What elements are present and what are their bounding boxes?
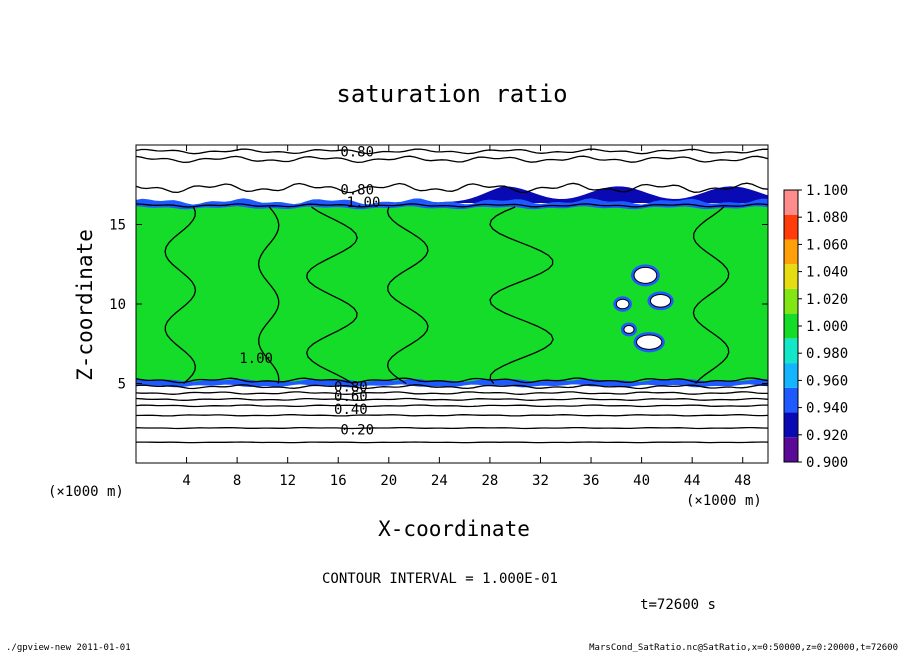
colorbar-label-1: 1.080 xyxy=(806,210,848,226)
patch-2 xyxy=(636,334,663,350)
contour-label-0: 0.80 xyxy=(340,144,374,160)
undersaturated-layer-top xyxy=(439,186,768,203)
colorbar-swatch-4 xyxy=(784,338,798,364)
footer-left: ./gpview-new 2011-01-01 xyxy=(6,643,131,653)
contour-line-9 xyxy=(136,414,768,417)
contour-labels: 0.800.801.001.000.800.600.400.20 xyxy=(239,144,380,438)
x-tick-label-24: 24 xyxy=(431,473,448,489)
colorbar-label-2: 1.060 xyxy=(806,237,848,253)
contour-lines xyxy=(136,148,768,444)
contour-label-2: 1.00 xyxy=(347,195,381,211)
x-tick-label-32: 32 xyxy=(532,473,549,489)
x-tick-label-16: 16 xyxy=(330,473,347,489)
colorbar-label-8: 0.940 xyxy=(806,401,848,417)
contour-label-5: 0.60 xyxy=(334,389,368,405)
contour-line-vertical-5 xyxy=(692,206,730,384)
colorbar-label-0: 1.100 xyxy=(806,183,848,199)
x-tick-label-20: 20 xyxy=(380,473,397,489)
x-tick-label-36: 36 xyxy=(583,473,600,489)
contour-line-vertical-1 xyxy=(257,206,280,384)
colorbar-label-9: 0.920 xyxy=(806,428,848,444)
contour-label-4: 0.80 xyxy=(334,380,368,396)
contour-line-10 xyxy=(136,426,768,430)
cloud-patches xyxy=(613,264,674,353)
x-tick-label-28: 28 xyxy=(481,473,498,489)
y-tick-label-15: 15 xyxy=(109,218,126,234)
patch-3 xyxy=(615,298,630,310)
contour-line-2 xyxy=(136,182,768,194)
contour-line-3 xyxy=(136,203,768,208)
contour-line-8 xyxy=(136,404,768,408)
y-axis-label: Z-coordinate xyxy=(73,229,97,381)
contour-line-4 xyxy=(136,377,768,384)
x-unit-label: (×1000 m) xyxy=(686,493,762,509)
contour-line-0 xyxy=(136,148,768,155)
colorbar-label-10: 0.900 xyxy=(806,455,848,471)
colorbar-swatch-9 xyxy=(784,214,798,240)
contour-label-7: 0.20 xyxy=(340,423,374,439)
contour-line-7 xyxy=(136,397,768,401)
y-tick-label-5: 5 xyxy=(118,377,126,393)
colorbar-label-7: 0.960 xyxy=(806,373,848,389)
saturated-region xyxy=(136,205,768,386)
contour-label-6: 0.40 xyxy=(334,402,368,418)
chart-title: saturation ratio xyxy=(336,80,567,108)
footer-right: MarsCond_SatRatio.nc@SatRatio,x=0:50000,… xyxy=(589,643,898,653)
y-unit-label: (×1000 m) xyxy=(48,484,124,500)
patch-1 xyxy=(649,293,672,308)
plot-area xyxy=(136,148,768,444)
x-axis-ticks: 4 8 12 16 20 24 28 32 36 40 44 48 xyxy=(182,145,751,489)
x-tick-label-8: 8 xyxy=(233,473,241,489)
y-axis-ticks: 5 10 15 xyxy=(109,218,768,393)
patch-4 xyxy=(623,324,635,334)
x-tick-label-44: 44 xyxy=(684,473,701,489)
contour-line-5 xyxy=(136,384,768,390)
contour-line-1 xyxy=(136,155,768,164)
x-axis-label: X-coordinate xyxy=(378,517,530,541)
time-label: t=72600 s xyxy=(640,597,716,613)
x-tick-label-40: 40 xyxy=(633,473,650,489)
x-tick-label-48: 48 xyxy=(734,473,751,489)
contour-line-vertical-2 xyxy=(306,206,358,385)
contour-line-vertical-4 xyxy=(489,206,554,384)
colorbar-swatch-8 xyxy=(784,239,798,265)
colorbar-swatch-0 xyxy=(784,437,798,462)
colorbar-swatch-10 xyxy=(784,190,798,215)
colorbar-label-4: 1.020 xyxy=(806,292,848,308)
contour-interval-note: CONTOUR INTERVAL = 1.000E-01 xyxy=(322,571,558,587)
colorbar-label-6: 0.980 xyxy=(806,346,848,362)
colorbar-swatch-3 xyxy=(784,363,798,388)
contour-label-1: 0.80 xyxy=(340,183,374,199)
x-tick-label-12: 12 xyxy=(279,473,296,489)
contour-line-11 xyxy=(136,441,768,444)
colorbar-swatch-1 xyxy=(784,412,798,438)
contour-line-6 xyxy=(136,391,768,395)
colorbar-swatch-5 xyxy=(784,313,798,339)
contour-line-vertical-3 xyxy=(386,206,429,385)
contour-label-3: 1.00 xyxy=(239,351,273,367)
patch-0 xyxy=(633,266,658,284)
colorbar-label-3: 1.040 xyxy=(806,265,848,281)
colorbar-swatch-7 xyxy=(784,264,798,289)
contour-line-vertical-0 xyxy=(164,206,197,384)
y-tick-label-10: 10 xyxy=(109,297,126,313)
colorbar-label-5: 1.000 xyxy=(806,319,848,335)
x-tick-label-4: 4 xyxy=(182,473,190,489)
colorbar-swatch-2 xyxy=(784,387,798,413)
colorbar-swatch-6 xyxy=(784,288,798,314)
colorbar: 1.100 1.080 1.060 1.040 1.020 1.000 0.980 0.960… xyxy=(783,183,848,471)
